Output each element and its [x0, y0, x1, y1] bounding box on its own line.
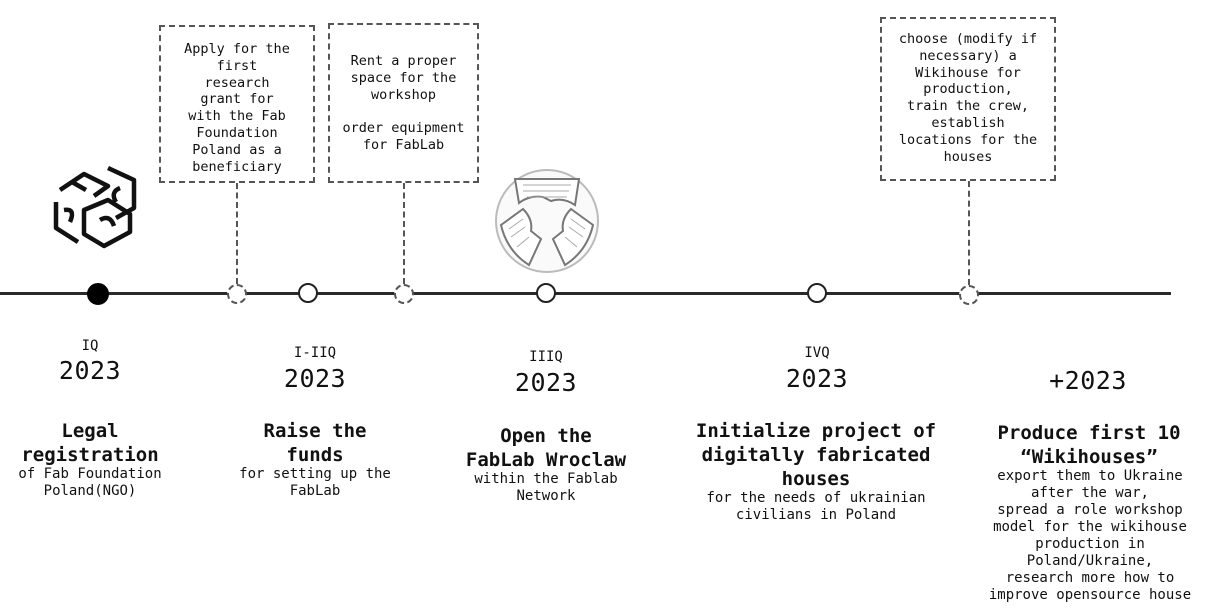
connector-grant — [236, 183, 238, 284]
marker-initialize-project — [807, 283, 827, 303]
connector-space — [403, 183, 405, 284]
marker-raise-funds — [298, 283, 318, 303]
note-wikihouse-box: choose (modify if necessary) a Wikihouse… — [880, 17, 1056, 181]
milestone-year: 2023 — [785, 364, 849, 393]
milestone-title: Initialize project of digitally fabricat… — [695, 420, 937, 490]
milestone-description: export them to Ukraine after the war, sp… — [988, 468, 1192, 603]
milestone-quarter: I-IIQ — [293, 345, 337, 361]
milestone-title: Legal registration — [21, 420, 159, 466]
fablab-logo — [495, 169, 599, 273]
milestone-year: +2023 — [1049, 366, 1127, 395]
milestone-description: within the Fablab Network — [474, 471, 618, 504]
milestone-description: for the needs of ukrainian civilians in … — [706, 490, 926, 523]
milestone-year: 2023 — [514, 368, 578, 397]
timeline-line — [0, 292, 1171, 295]
marker-wikihouse — [959, 285, 979, 305]
milestone-quarter: IVQ — [804, 345, 830, 361]
milestone-quarter: IQ — [81, 338, 99, 354]
marker-grant — [227, 284, 247, 304]
connector-wikihouse — [968, 181, 970, 285]
milestone-quarter: IIIQ — [529, 349, 563, 365]
milestone-year: 2023 — [283, 364, 347, 393]
marker-legal-registration — [87, 283, 109, 305]
milestone-description: for setting up the FabLab — [239, 466, 391, 499]
marker-space — [394, 284, 414, 304]
note-grant-box: Apply for the first research grant for w… — [159, 25, 315, 183]
fab-foundation-logo — [53, 165, 137, 249]
milestone-title: Raise the funds — [263, 420, 367, 466]
milestone-title: Open the FabLab Wroclaw — [465, 425, 627, 471]
marker-open-fablab — [536, 283, 556, 303]
milestone-title: Produce first 10 “Wikihouses” — [997, 422, 1181, 468]
milestone-year: 2023 — [58, 356, 122, 385]
note-space-box: Rent a proper space for the workshop ord… — [328, 23, 479, 183]
milestone-description: of Fab Foundation Poland(NGO) — [18, 466, 162, 499]
